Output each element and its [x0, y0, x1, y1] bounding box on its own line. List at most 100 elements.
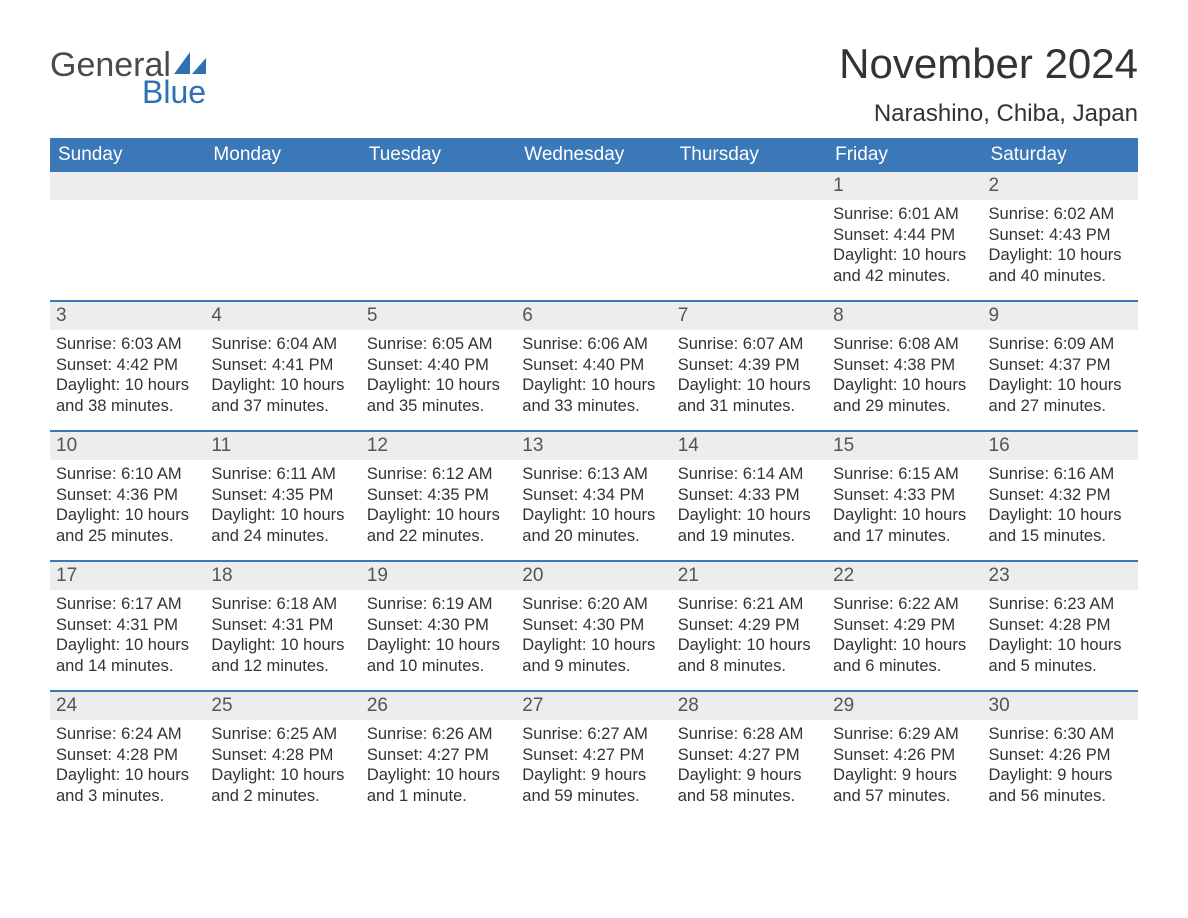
- daylight-line-1: Daylight: 10 hours: [56, 635, 199, 656]
- day-number: 27: [516, 692, 671, 720]
- daylight-line-1: Daylight: 10 hours: [56, 765, 199, 786]
- sunrise-line: Sunrise: 6:01 AM: [833, 204, 976, 225]
- sunset-line: Sunset: 4:33 PM: [833, 485, 976, 506]
- sunrise-line: Sunrise: 6:27 AM: [522, 724, 665, 745]
- day-cell: 10Sunrise: 6:10 AMSunset: 4:36 PMDayligh…: [50, 432, 205, 560]
- daylight-line-2: and 12 minutes.: [211, 656, 354, 677]
- sunrise-line: Sunrise: 6:05 AM: [367, 334, 510, 355]
- day-cell: 5Sunrise: 6:05 AMSunset: 4:40 PMDaylight…: [361, 302, 516, 430]
- day-cell: 18Sunrise: 6:18 AMSunset: 4:31 PMDayligh…: [205, 562, 360, 690]
- daylight-line-1: Daylight: 10 hours: [367, 505, 510, 526]
- daylight-line-1: Daylight: 10 hours: [678, 505, 821, 526]
- day-details: Sunrise: 6:15 AMSunset: 4:33 PMDaylight:…: [827, 460, 982, 553]
- daylight-line-1: Daylight: 10 hours: [56, 375, 199, 396]
- daylight-line-2: and 58 minutes.: [678, 786, 821, 807]
- day-number: 16: [983, 432, 1138, 460]
- day-cell: 3Sunrise: 6:03 AMSunset: 4:42 PMDaylight…: [50, 302, 205, 430]
- day-number: 14: [672, 432, 827, 460]
- sunrise-line: Sunrise: 6:28 AM: [678, 724, 821, 745]
- daylight-line-2: and 17 minutes.: [833, 526, 976, 547]
- day-number: [205, 172, 360, 200]
- day-number: [672, 172, 827, 200]
- daylight-line-1: Daylight: 9 hours: [678, 765, 821, 786]
- week-row: 10Sunrise: 6:10 AMSunset: 4:36 PMDayligh…: [50, 430, 1138, 560]
- day-details: Sunrise: 6:03 AMSunset: 4:42 PMDaylight:…: [50, 330, 205, 423]
- day-cell: 25Sunrise: 6:25 AMSunset: 4:28 PMDayligh…: [205, 692, 360, 820]
- sunset-line: Sunset: 4:44 PM: [833, 225, 976, 246]
- daylight-line-1: Daylight: 9 hours: [833, 765, 976, 786]
- day-number: 28: [672, 692, 827, 720]
- sunset-line: Sunset: 4:40 PM: [367, 355, 510, 376]
- daylight-line-1: Daylight: 10 hours: [833, 505, 976, 526]
- daylight-line-1: Daylight: 10 hours: [367, 635, 510, 656]
- day-cell: 22Sunrise: 6:22 AMSunset: 4:29 PMDayligh…: [827, 562, 982, 690]
- daylight-line-2: and 33 minutes.: [522, 396, 665, 417]
- daylight-line-2: and 42 minutes.: [833, 266, 976, 287]
- day-cell: [50, 172, 205, 300]
- sunset-line: Sunset: 4:36 PM: [56, 485, 199, 506]
- sunset-line: Sunset: 4:37 PM: [989, 355, 1132, 376]
- sunrise-line: Sunrise: 6:18 AM: [211, 594, 354, 615]
- day-number: 8: [827, 302, 982, 330]
- sunset-line: Sunset: 4:42 PM: [56, 355, 199, 376]
- day-details: Sunrise: 6:05 AMSunset: 4:40 PMDaylight:…: [361, 330, 516, 423]
- day-number: 6: [516, 302, 671, 330]
- day-details: Sunrise: 6:14 AMSunset: 4:33 PMDaylight:…: [672, 460, 827, 553]
- day-number: 13: [516, 432, 671, 460]
- day-number: 7: [672, 302, 827, 330]
- sunrise-line: Sunrise: 6:26 AM: [367, 724, 510, 745]
- day-number: [50, 172, 205, 200]
- day-number: 9: [983, 302, 1138, 330]
- day-details: Sunrise: 6:12 AMSunset: 4:35 PMDaylight:…: [361, 460, 516, 553]
- sunrise-line: Sunrise: 6:07 AM: [678, 334, 821, 355]
- title-block: November 2024 Narashino, Chiba, Japan: [839, 40, 1138, 128]
- day-cell: [205, 172, 360, 300]
- calendar-grid: Sunday Monday Tuesday Wednesday Thursday…: [50, 138, 1138, 820]
- sunset-line: Sunset: 4:27 PM: [367, 745, 510, 766]
- sunrise-line: Sunrise: 6:15 AM: [833, 464, 976, 485]
- daylight-line-2: and 6 minutes.: [833, 656, 976, 677]
- daylight-line-1: Daylight: 10 hours: [678, 375, 821, 396]
- daylight-line-2: and 15 minutes.: [989, 526, 1132, 547]
- day-details: Sunrise: 6:11 AMSunset: 4:35 PMDaylight:…: [205, 460, 360, 553]
- sunrise-line: Sunrise: 6:22 AM: [833, 594, 976, 615]
- sunrise-line: Sunrise: 6:08 AM: [833, 334, 976, 355]
- dow-wednesday: Wednesday: [516, 138, 671, 172]
- daylight-line-1: Daylight: 10 hours: [989, 375, 1132, 396]
- day-details: Sunrise: 6:18 AMSunset: 4:31 PMDaylight:…: [205, 590, 360, 683]
- day-number: 11: [205, 432, 360, 460]
- day-cell: 21Sunrise: 6:21 AMSunset: 4:29 PMDayligh…: [672, 562, 827, 690]
- sunset-line: Sunset: 4:43 PM: [989, 225, 1132, 246]
- daylight-line-2: and 27 minutes.: [989, 396, 1132, 417]
- daylight-line-2: and 8 minutes.: [678, 656, 821, 677]
- sunset-line: Sunset: 4:31 PM: [211, 615, 354, 636]
- sunset-line: Sunset: 4:34 PM: [522, 485, 665, 506]
- day-cell: 4Sunrise: 6:04 AMSunset: 4:41 PMDaylight…: [205, 302, 360, 430]
- sunrise-line: Sunrise: 6:17 AM: [56, 594, 199, 615]
- day-number: 2: [983, 172, 1138, 200]
- day-number: 29: [827, 692, 982, 720]
- daylight-line-1: Daylight: 10 hours: [211, 505, 354, 526]
- daylight-line-2: and 31 minutes.: [678, 396, 821, 417]
- day-number: 19: [361, 562, 516, 590]
- day-details: Sunrise: 6:27 AMSunset: 4:27 PMDaylight:…: [516, 720, 671, 813]
- sunset-line: Sunset: 4:30 PM: [522, 615, 665, 636]
- sunset-line: Sunset: 4:40 PM: [522, 355, 665, 376]
- sunrise-line: Sunrise: 6:11 AM: [211, 464, 354, 485]
- day-number: 4: [205, 302, 360, 330]
- dow-friday: Friday: [827, 138, 982, 172]
- sunset-line: Sunset: 4:26 PM: [833, 745, 976, 766]
- day-number: [361, 172, 516, 200]
- day-number: 24: [50, 692, 205, 720]
- day-cell: 1Sunrise: 6:01 AMSunset: 4:44 PMDaylight…: [827, 172, 982, 300]
- daylight-line-1: Daylight: 10 hours: [211, 765, 354, 786]
- dow-monday: Monday: [205, 138, 360, 172]
- daylight-line-2: and 35 minutes.: [367, 396, 510, 417]
- daylight-line-2: and 38 minutes.: [56, 396, 199, 417]
- day-number: 18: [205, 562, 360, 590]
- week-row: 3Sunrise: 6:03 AMSunset: 4:42 PMDaylight…: [50, 300, 1138, 430]
- sunrise-line: Sunrise: 6:04 AM: [211, 334, 354, 355]
- day-details: Sunrise: 6:26 AMSunset: 4:27 PMDaylight:…: [361, 720, 516, 813]
- daylight-line-1: Daylight: 10 hours: [367, 765, 510, 786]
- daylight-line-1: Daylight: 10 hours: [833, 635, 976, 656]
